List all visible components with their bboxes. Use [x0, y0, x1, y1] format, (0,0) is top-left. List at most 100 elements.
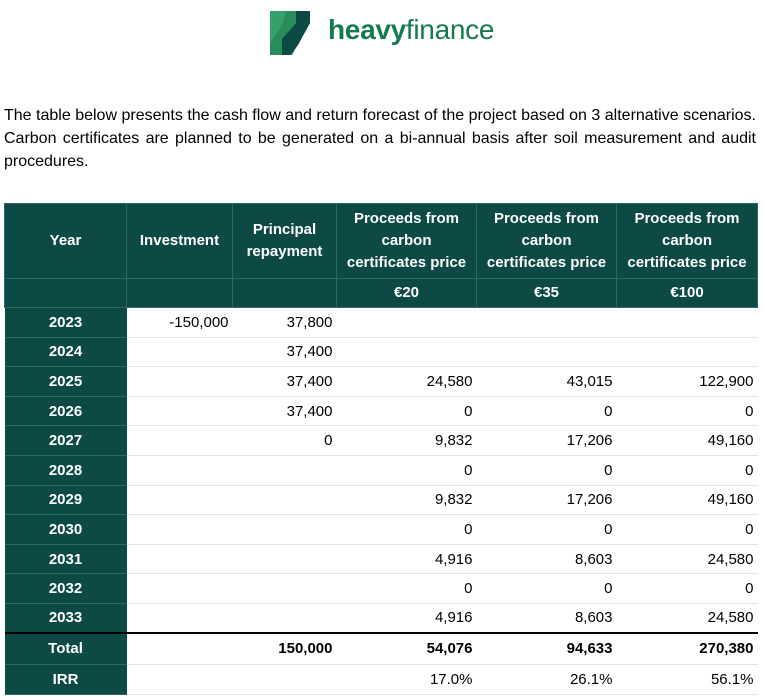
p20-cell: 4,916 [336, 603, 477, 634]
table-row: 2030 0 0 0 [4, 514, 758, 545]
brand-logo: heavyfinance [266, 4, 494, 56]
p100-cell: 0 [616, 514, 758, 545]
header-proceeds-35: Proceeds from carbon certificates price [476, 203, 617, 279]
brand-name-light: finance [405, 14, 495, 45]
p100-cell [616, 307, 758, 338]
p20-cell: 9,832 [336, 485, 477, 516]
year-cell: 2028 [4, 455, 127, 486]
p20-cell: 54,076 [336, 632, 477, 665]
price-blank-principal [232, 278, 337, 308]
cash-flow-table: Year Investment Principal repayment Proc… [4, 203, 758, 695]
table-row: 2024 37,400 [4, 337, 758, 368]
price-35: €35 [476, 278, 617, 308]
year-cell: 2030 [4, 514, 127, 545]
year-cell: Total [4, 632, 127, 665]
investment-cell [126, 396, 233, 427]
price-blank-year [4, 278, 127, 308]
table-row: 2033 4,916 8,603 24,580 [4, 603, 758, 634]
year-cell: IRR [4, 664, 127, 695]
header-proceeds-100: Proceeds from carbon certificates price [616, 203, 758, 279]
year-cell: 2031 [4, 544, 127, 575]
investment-cell [126, 573, 233, 604]
principal-cell: 0 [232, 425, 337, 456]
table-row: 2028 0 0 0 [4, 455, 758, 486]
year-cell: 2027 [4, 425, 127, 456]
investment-cell [126, 425, 233, 456]
table-row: 2031 4,916 8,603 24,580 [4, 544, 758, 575]
header-year: Year [4, 203, 127, 279]
intro-paragraph: The table below presents the cash flow a… [4, 107, 756, 170]
year-cell: 2024 [4, 337, 127, 368]
heavyfinance-logo-icon [270, 11, 310, 55]
investment-cell [126, 485, 233, 516]
total-row: Total 150,000 54,076 94,633 270,380 [4, 632, 758, 665]
principal-cell: 37,400 [232, 396, 337, 427]
p35-cell: 0 [476, 514, 617, 545]
table-row: 2029 9,832 17,206 49,160 [4, 485, 758, 516]
price-100: €100 [616, 278, 758, 308]
investment-cell [126, 664, 233, 695]
p100-cell: 24,580 [616, 544, 758, 575]
p35-cell: 0 [476, 455, 617, 486]
year-cell: 2033 [4, 603, 127, 634]
investment-cell [126, 603, 233, 634]
p100-cell [616, 337, 758, 368]
header-principal-repayment: Principal repayment [232, 203, 337, 279]
header-proceeds-20: Proceeds from carbon certificates price [336, 203, 477, 279]
principal-cell [232, 485, 337, 516]
p20-cell: 24,580 [336, 366, 477, 397]
p35-cell: 8,603 [476, 544, 617, 575]
p100-cell: 270,380 [616, 632, 758, 665]
year-cell: 2032 [4, 573, 127, 604]
p100-cell: 56.1% [616, 664, 758, 695]
price-20: €20 [336, 278, 477, 308]
p35-cell: 8,603 [476, 603, 617, 634]
investment-cell [126, 366, 233, 397]
p35-cell [476, 337, 617, 368]
year-cell: 2023 [4, 307, 127, 338]
year-cell: 2029 [4, 485, 127, 516]
p100-cell: 122,900 [616, 366, 758, 397]
p35-cell: 26.1% [476, 664, 617, 695]
principal-cell: 37,400 [232, 337, 337, 368]
table-row: 2025 37,400 24,580 43,015 122,900 [4, 366, 758, 397]
header-investment: Investment [126, 203, 233, 279]
p100-cell: 0 [616, 455, 758, 486]
p35-cell: 17,206 [476, 425, 617, 456]
principal-cell: 37,400 [232, 366, 337, 397]
year-cell: 2026 [4, 396, 127, 427]
investment-cell [126, 632, 233, 665]
principal-cell [232, 544, 337, 575]
p20-cell: 0 [336, 573, 477, 604]
table-row: 2023 -150,000 37,800 [4, 307, 758, 338]
principal-cell: 150,000 [232, 632, 337, 665]
brand-name-bold: heavy [328, 14, 406, 45]
investment-cell [126, 514, 233, 545]
p100-cell: 49,160 [616, 425, 758, 456]
p35-cell: 0 [476, 573, 617, 604]
header-row: Year Investment Principal repayment Proc… [4, 203, 758, 279]
p35-cell: 43,015 [476, 366, 617, 397]
p20-cell: 9,832 [336, 425, 477, 456]
investment-cell: -150,000 [126, 307, 233, 338]
p20-cell: 17.0% [336, 664, 477, 695]
p100-cell: 0 [616, 573, 758, 604]
p100-cell: 24,580 [616, 603, 758, 634]
investment-cell [126, 455, 233, 486]
p35-cell: 17,206 [476, 485, 617, 516]
p20-cell: 0 [336, 514, 477, 545]
p20-cell [336, 337, 477, 368]
p100-cell: 0 [616, 396, 758, 427]
p20-cell: 4,916 [336, 544, 477, 575]
table-row: 2026 37,400 0 0 0 [4, 396, 758, 427]
principal-cell [232, 514, 337, 545]
price-blank-investment [126, 278, 233, 308]
principal-cell [232, 573, 337, 604]
p100-cell: 49,160 [616, 485, 758, 516]
p20-cell: 0 [336, 396, 477, 427]
year-cell: 2025 [4, 366, 127, 397]
principal-cell: 37,800 [232, 307, 337, 338]
brand-name: heavyfinance [328, 16, 494, 44]
table-row: 2032 0 0 0 [4, 573, 758, 604]
table-row: 2027 0 9,832 17,206 49,160 [4, 425, 758, 456]
